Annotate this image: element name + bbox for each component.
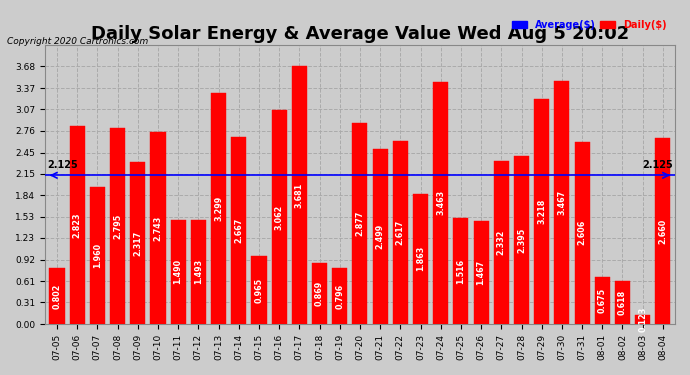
Bar [70,126,85,324]
Bar [393,141,408,324]
Bar [575,142,590,324]
Text: 2.617: 2.617 [396,220,405,245]
Text: 2.877: 2.877 [355,211,364,236]
Text: 2.743: 2.743 [153,215,162,241]
Bar [292,66,307,324]
Text: 0.618: 0.618 [618,290,627,315]
Bar [433,82,448,324]
Text: 2.317: 2.317 [133,230,142,256]
Text: 0.123: 0.123 [638,307,647,332]
Bar [231,137,246,324]
Bar [473,221,489,324]
Bar [656,138,671,324]
Text: 1.493: 1.493 [194,259,203,284]
Bar [494,161,509,324]
Text: 2.499: 2.499 [375,224,384,249]
Text: 2.395: 2.395 [517,228,526,253]
Text: 0.869: 0.869 [315,281,324,306]
Bar [170,220,186,324]
Text: 1.490: 1.490 [174,260,183,285]
Text: Copyright 2020 Cartronics.com: Copyright 2020 Cartronics.com [7,38,148,46]
Text: 0.675: 0.675 [598,288,607,313]
Legend: Average($), Daily($): Average($), Daily($) [509,16,670,34]
Bar [554,81,569,324]
Text: 2.125: 2.125 [642,160,673,170]
Bar [211,93,226,324]
Text: 2.667: 2.667 [234,218,244,243]
Bar [615,281,630,324]
Text: 2.795: 2.795 [113,214,122,239]
Text: 1.960: 1.960 [93,243,102,268]
Bar [332,268,347,324]
Text: 0.802: 0.802 [52,283,61,309]
Title: Daily Solar Energy & Average Value Wed Aug 5 20:02: Daily Solar Energy & Average Value Wed A… [91,25,629,43]
Bar [312,263,327,324]
Text: 2.823: 2.823 [72,213,81,238]
Bar [595,277,610,324]
Text: 0.965: 0.965 [255,278,264,303]
Bar [635,315,650,324]
Bar [373,149,388,324]
Bar [534,99,549,324]
Bar [90,187,105,324]
Bar [150,132,166,324]
Bar [353,123,368,324]
Bar [251,256,266,324]
Text: 3.062: 3.062 [275,204,284,230]
Bar [190,219,206,324]
Text: 2.606: 2.606 [578,220,586,246]
Bar [272,110,287,324]
Text: 3.681: 3.681 [295,183,304,208]
Text: 3.467: 3.467 [558,190,566,215]
Text: 2.125: 2.125 [47,160,77,170]
Bar [130,162,146,324]
Bar [453,218,469,324]
Text: 1.516: 1.516 [456,258,466,284]
Text: 1.863: 1.863 [416,246,425,272]
Bar [110,128,125,324]
Text: 1.467: 1.467 [477,260,486,285]
Text: 2.332: 2.332 [497,230,506,255]
Text: 3.218: 3.218 [538,199,546,224]
Text: 0.796: 0.796 [335,284,344,309]
Bar [413,194,428,324]
Text: 3.463: 3.463 [436,190,445,215]
Text: 2.660: 2.660 [658,218,667,244]
Text: 3.299: 3.299 [214,196,223,221]
Bar [514,156,529,324]
Bar [50,268,65,324]
